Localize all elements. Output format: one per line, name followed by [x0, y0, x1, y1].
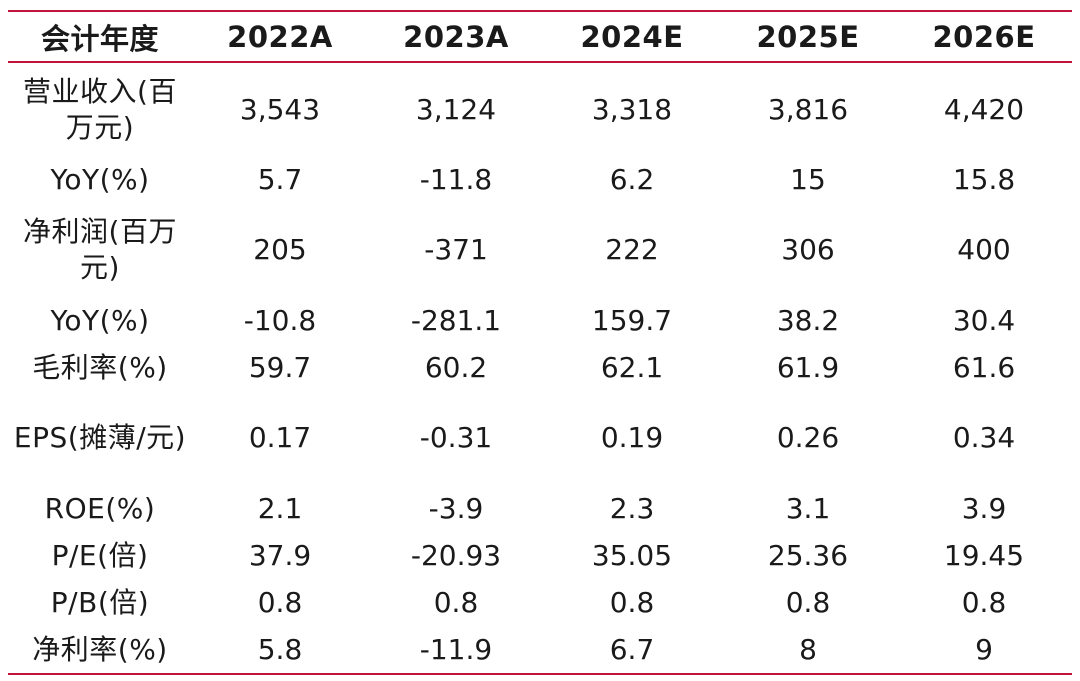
table-cell: 4,420	[943, 92, 1025, 126]
table-cell: 30.4	[952, 303, 1016, 337]
row-label: 净利润(百万元)	[23, 215, 177, 284]
table-cell: 9	[896, 626, 1072, 675]
table-row-revenue-yoy: YoY(%) 5.7 -11.8 6.2 15 15.8	[8, 156, 1072, 203]
table-cell: 35.05	[591, 538, 673, 572]
table-cell: 0.26	[776, 421, 840, 454]
table-cell: 3,318	[591, 92, 673, 126]
header-cell-fiscal-year: 会计年度	[8, 10, 192, 63]
table-row-gross-margin: 毛利率(%) 59.7 60.2 62.1 61.9 61.6	[8, 344, 1072, 391]
table-cell: -281.1	[410, 303, 502, 337]
table-cell: 15.8	[952, 162, 1016, 196]
row-label: EPS(摊薄/元)	[13, 421, 187, 454]
table-cell: 60.2	[424, 350, 488, 384]
header-cell-2022a: 2022A	[192, 10, 368, 63]
table-cell: -3.9	[428, 491, 484, 525]
table-cell: 15	[790, 162, 826, 196]
header-cell-2023a: 2023A	[368, 10, 544, 63]
table-cell: 0.8	[961, 585, 1007, 619]
table-cell: 205	[253, 233, 307, 266]
table-cell: -371	[424, 233, 488, 266]
table-cell: 0.8	[257, 585, 303, 619]
header-cell-2026e: 2026E	[896, 10, 1072, 63]
row-label: 营业收入(百万元)	[23, 74, 177, 144]
table-row-eps: EPS(摊薄/元) 0.17 -0.31 0.19 0.26 0.34	[8, 391, 1072, 485]
table-cell: 400	[957, 233, 1011, 266]
table-cell: 6.7	[544, 626, 720, 675]
table-row-pb: P/B(倍) 0.8 0.8 0.8 0.8 0.8	[8, 579, 1072, 626]
table-cell: 8	[720, 626, 896, 675]
row-label: YoY(%)	[50, 303, 150, 337]
table-cell: 2.1	[257, 491, 303, 525]
table-cell: 59.7	[248, 350, 312, 384]
row-label: ROE(%)	[44, 491, 156, 525]
financial-forecast-table-container: 会计年度 2022A 2023A 2024E 2025E 2026E 营业收入(…	[8, 10, 1072, 675]
table-cell: 38.2	[776, 303, 840, 337]
table-row-revenue: 营业收入(百万元) 3,543 3,124 3,318 3,816 4,420	[8, 62, 1072, 156]
table-cell: 159.7	[591, 303, 673, 337]
row-label: P/E(倍)	[51, 538, 149, 572]
table-cell: 0.34	[952, 421, 1016, 454]
table-cell: 25.36	[767, 538, 849, 572]
table-cell: 3,124	[415, 92, 497, 126]
table-row-pe: P/E(倍) 37.9 -20.93 35.05 25.36 19.45	[8, 532, 1072, 579]
row-label: P/B(倍)	[50, 585, 150, 619]
header-cell-2025e: 2025E	[720, 10, 896, 63]
table-cell: 0.17	[248, 421, 312, 454]
table-cell: -11.8	[419, 162, 493, 196]
table-cell: 222	[605, 233, 659, 266]
header-cell-2024e: 2024E	[544, 10, 720, 63]
table-row-net-margin: 净利率(%) 5.8 -11.9 6.7 8 9	[8, 626, 1072, 675]
table-cell: 0.8	[433, 585, 479, 619]
table-cell: 0.8	[785, 585, 831, 619]
table-cell: 2.3	[609, 491, 655, 525]
table-cell: 6.2	[609, 162, 655, 196]
table-cell: 0.19	[600, 421, 664, 454]
table-cell: 306	[781, 233, 835, 266]
financial-forecast-table: 会计年度 2022A 2023A 2024E 2025E 2026E 营业收入(…	[8, 10, 1072, 675]
row-label: YoY(%)	[50, 162, 150, 196]
table-cell: -11.9	[368, 626, 544, 675]
table-cell: 3,816	[767, 92, 849, 126]
table-cell: 37.9	[248, 538, 312, 572]
table-cell: 0.8	[609, 585, 655, 619]
table-cell: 5.7	[257, 162, 303, 196]
table-cell: 62.1	[600, 350, 664, 384]
table-row-roe: ROE(%) 2.1 -3.9 2.3 3.1 3.9	[8, 485, 1072, 532]
table-cell: -20.93	[410, 538, 502, 572]
table-cell: -0.31	[419, 421, 493, 454]
table-cell: 3.9	[961, 491, 1007, 525]
table-cell: 5.8	[192, 626, 368, 675]
table-cell: -10.8	[243, 303, 317, 337]
header-row: 会计年度 2022A 2023A 2024E 2025E 2026E	[8, 10, 1072, 63]
table-cell: 61.9	[776, 350, 840, 384]
table-cell: 3.1	[785, 491, 831, 525]
table-cell: 61.6	[952, 350, 1016, 384]
table-row-net-profit-yoy: YoY(%) -10.8 -281.1 159.7 38.2 30.4	[8, 297, 1072, 344]
table-cell: 3,543	[239, 92, 321, 126]
row-label: 净利率(%)	[8, 626, 192, 675]
table-row-net-profit: 净利润(百万元) 205 -371 222 306 400	[8, 203, 1072, 297]
table-cell: 19.45	[943, 538, 1025, 572]
row-label: 毛利率(%)	[32, 350, 168, 384]
